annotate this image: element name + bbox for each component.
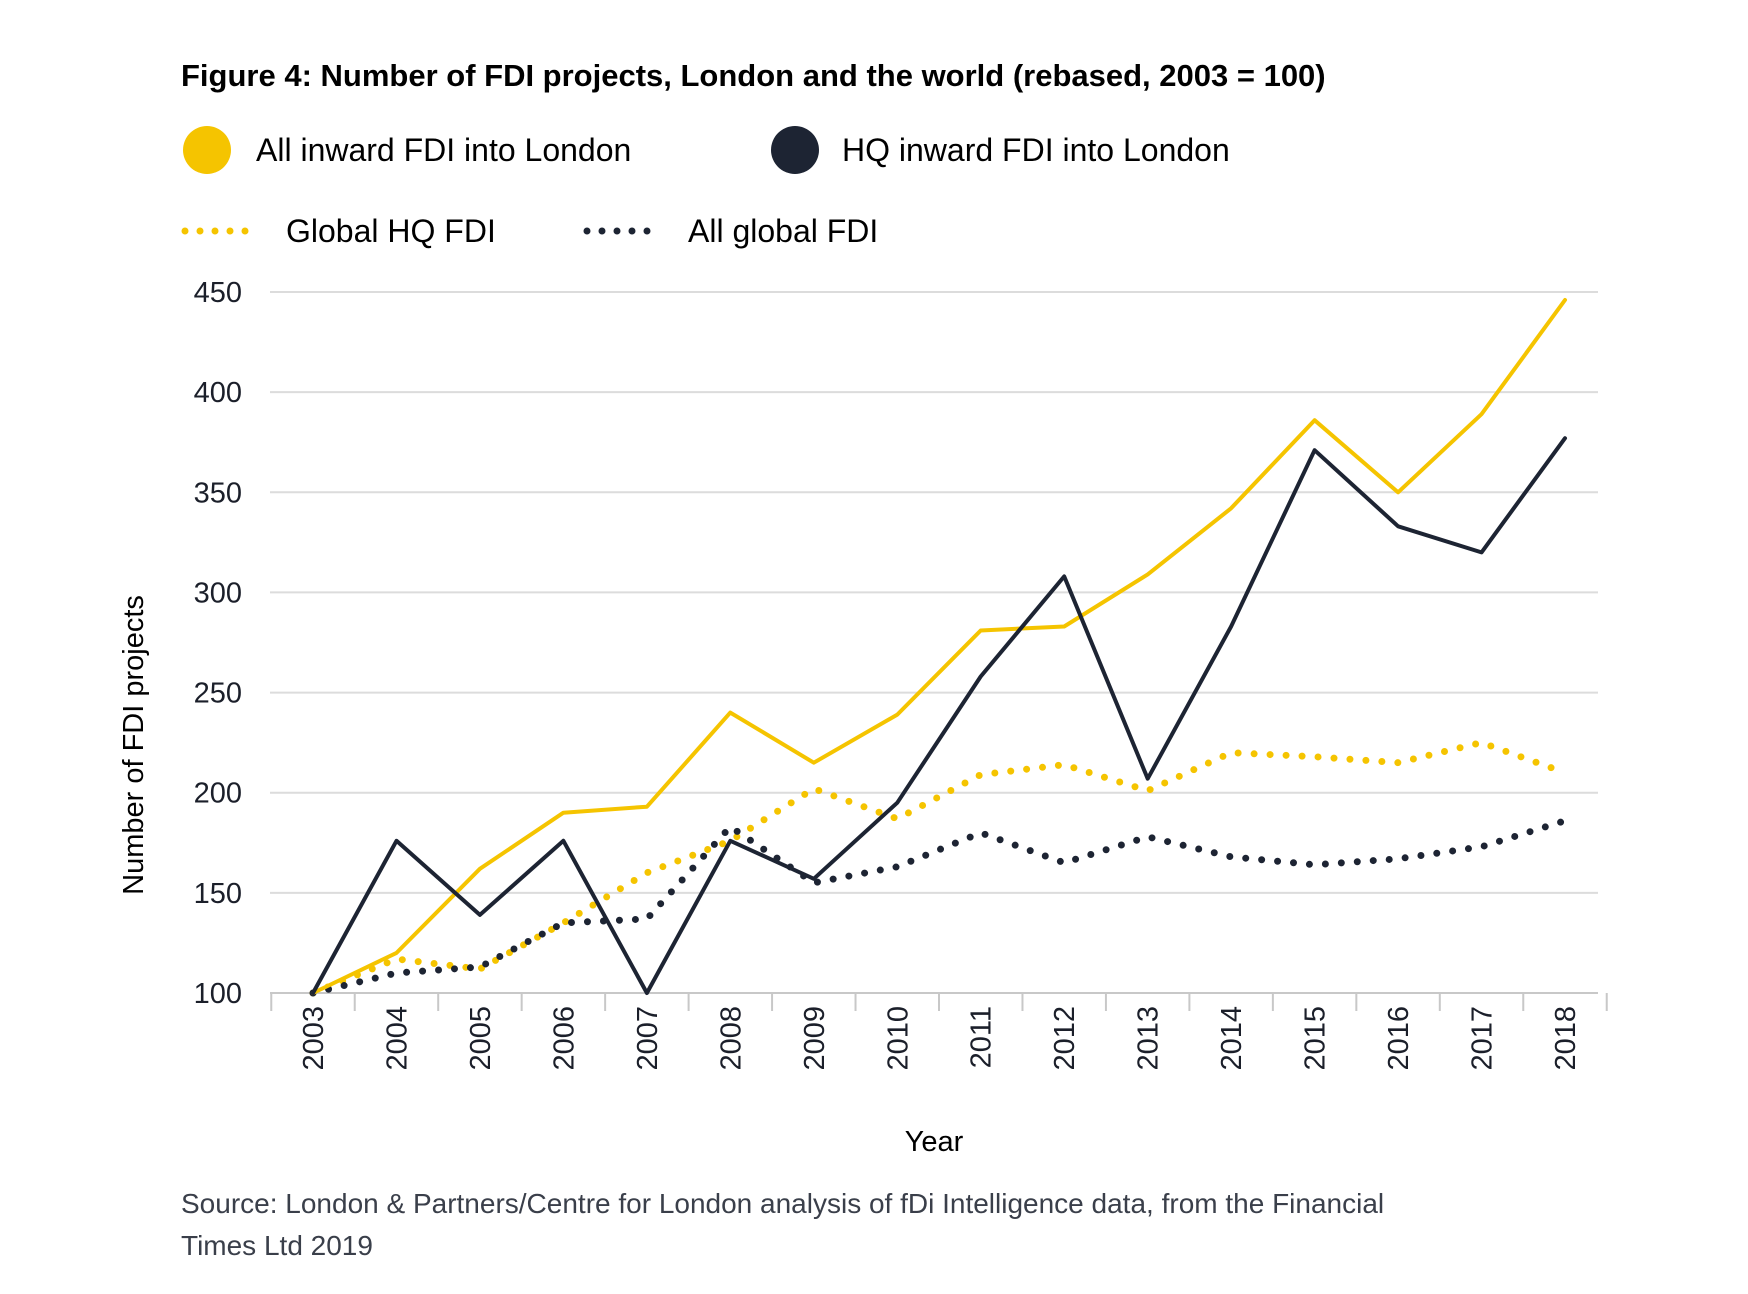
x-tick-label-2003: 2003 [298, 1006, 330, 1071]
series-line-global-hq-fdi [309, 739, 1569, 997]
legend-item-all-global-fdi: All global FDI [583, 213, 878, 249]
x-tick-label-2006: 2006 [548, 1006, 580, 1071]
series-lines [309, 298, 1569, 997]
legend-marker-all-inward-fdi-london [183, 126, 231, 174]
source-line-1: Source: London & Partners/Centre for Lon… [181, 1188, 1384, 1219]
y-tick-label: 350 [194, 477, 242, 509]
y-tick-label: 200 [194, 778, 242, 810]
y-tick-label: 300 [194, 577, 242, 609]
legend: All inward FDI into London HQ inward FDI… [181, 126, 1230, 249]
x-tick-label-2009: 2009 [799, 1006, 831, 1071]
legend-marker-hq-inward-fdi-london [771, 126, 819, 174]
x-tick-label-2016: 2016 [1383, 1006, 1415, 1071]
series-line-all-inward-fdi-into-london [311, 298, 1567, 995]
x-tick-label-2005: 2005 [465, 1006, 497, 1071]
x-tick-label-2004: 2004 [381, 1006, 413, 1071]
x-tick-label-2014: 2014 [1216, 1006, 1248, 1071]
legend-item-global-hq-fdi: Global HQ FDI [181, 213, 496, 249]
series-line-hq-inward-fdi-into-london [311, 436, 1567, 995]
y-tick-label: 250 [194, 678, 242, 710]
gridlines [270, 291, 1598, 994]
y-tick-label: 400 [194, 377, 242, 409]
y-tick-label: 450 [194, 277, 242, 309]
y-tick-label: 100 [194, 978, 242, 1010]
x-tick-label-2007: 2007 [632, 1006, 664, 1071]
x-tick-label-2011: 2011 [966, 1006, 998, 1068]
legend-item-hq-inward-fdi-london: HQ inward FDI into London [771, 126, 1230, 174]
y-axis-title: Number of FDI projects [118, 595, 150, 895]
y-axis: 100 150 200 250 300 350 400 450 [194, 277, 242, 1010]
x-tick-label-2012: 2012 [1049, 1006, 1081, 1071]
x-tick-label-2018: 2018 [1550, 1006, 1582, 1071]
x-tick-label-2017: 2017 [1467, 1006, 1499, 1071]
series-line-all-global-fdi [309, 817, 1569, 997]
x-axis-title: Year [905, 1126, 964, 1158]
legend-label-hq-inward-fdi-london: HQ inward FDI into London [842, 132, 1230, 168]
x-axis: 2003 2004 2005 2006 2007 2008 2009 2010 2011 2012… [270, 993, 1608, 1071]
y-tick-label: 150 [194, 878, 242, 910]
legend-item-all-inward-fdi-london: All inward FDI into London [183, 126, 631, 174]
source-line-2: Times Ltd 2019 [181, 1230, 373, 1261]
legend-label-all-inward-fdi-london: All inward FDI into London [256, 132, 631, 168]
legend-label-all-global-fdi: All global FDI [688, 213, 878, 249]
x-tick-label-2008: 2008 [715, 1006, 747, 1071]
legend-label-global-hq-fdi: Global HQ FDI [286, 213, 496, 249]
chart-title: Figure 4: Number of FDI projects, London… [181, 58, 1326, 93]
x-tick-label-2015: 2015 [1300, 1006, 1332, 1071]
x-tick-label-2010: 2010 [882, 1006, 914, 1071]
x-tick-label-2013: 2013 [1133, 1006, 1165, 1071]
